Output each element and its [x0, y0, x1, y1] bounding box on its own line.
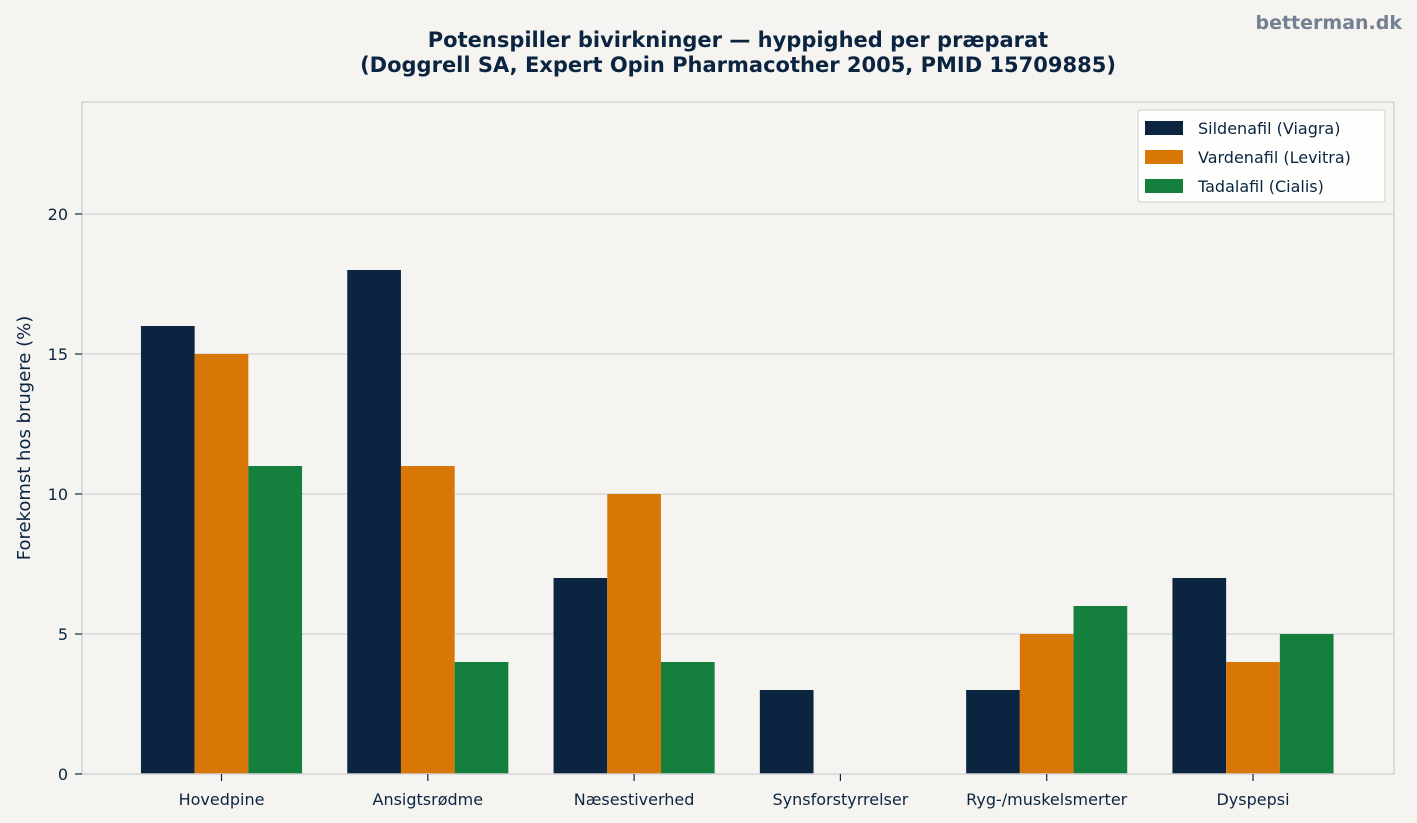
legend: Sildenafil (Viagra) Vardenafil (Levitra) T… [1137, 109, 1386, 203]
plot-frame [81, 101, 1395, 775]
x-tick-label-0: Hovedpine [179, 790, 265, 809]
bar-2-0 [248, 466, 303, 774]
legend-swatch-0 [1145, 121, 1183, 135]
y-tick-label-5: 5 [58, 625, 68, 644]
legend-label-0: Sildenafil (Viagra) [1198, 119, 1340, 138]
chart-title: Potenspiller bivirkninger — hyppighed pe… [428, 28, 1048, 52]
bar-1-2 [607, 494, 661, 774]
bar-0-5 [1172, 578, 1227, 774]
bar-1-5 [1226, 662, 1280, 774]
bar-2-2 [660, 662, 715, 774]
bar-2-1 [454, 662, 509, 774]
bar-2-5 [1279, 634, 1334, 774]
brand-watermark: betterman.dk [1255, 12, 1402, 34]
bar-1-0 [194, 354, 249, 774]
bar-1-4 [1019, 634, 1074, 774]
y-tick-label-20: 20 [48, 205, 68, 224]
chart-subtitle: (Doggrell SA, Expert Opin Pharmacother 2… [360, 53, 1116, 77]
bars [140, 270, 1334, 774]
bar-0-3 [759, 690, 814, 774]
x-tick-label-3: Synsforstyrrelser [773, 790, 909, 809]
axis-ticks: 0 5 10 15 20 Hovedpine Ansigtsrødme Næsestiverh… [48, 205, 1290, 809]
legend-label-1: Vardenafil (Levitra) [1198, 148, 1351, 167]
y-tick-label-10: 10 [48, 485, 68, 504]
y-tick-label-0: 0 [58, 765, 68, 784]
legend-swatch-1 [1145, 150, 1183, 164]
x-tick-label-5: Dyspepsi [1216, 790, 1289, 809]
bar-0-4 [966, 690, 1020, 774]
legend-swatch-2 [1145, 179, 1183, 193]
x-tick-label-1: Ansigtsrødme [373, 790, 484, 809]
x-tick-label-2: Næsestiverhed [574, 790, 695, 809]
bar-2-4 [1073, 606, 1128, 774]
legend-box [1137, 109, 1386, 203]
bar-0-1 [347, 270, 401, 774]
x-tick-label-4: Ryg-/muskelsmerter [966, 790, 1128, 809]
y-tick-label-15: 15 [48, 345, 68, 364]
bar-0-0 [140, 326, 195, 774]
bar-1-1 [400, 466, 455, 774]
y-axis-label: Forekomst hos brugere (%) [14, 316, 35, 561]
bar-0-2 [553, 578, 608, 774]
legend-label-2: Tadalafil (Cialis) [1197, 177, 1324, 196]
